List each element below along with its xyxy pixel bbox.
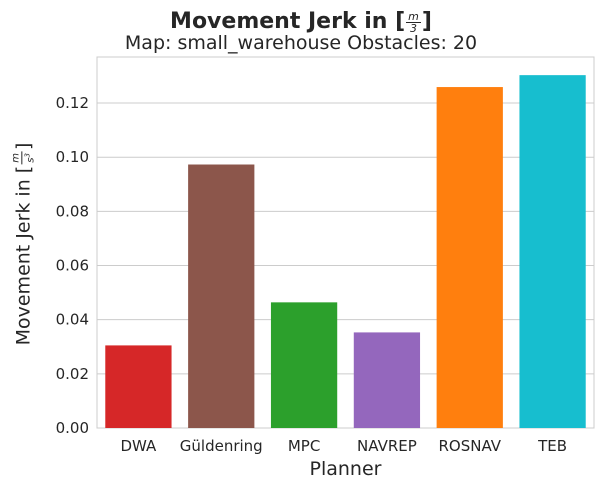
y-tick-label: 0.06 xyxy=(56,257,89,275)
y-axis-label-text: Movement Jerk in [ xyxy=(12,165,35,346)
x-tick-label: MPC xyxy=(288,437,320,455)
y-tick-label: 0.10 xyxy=(56,148,89,166)
title-unit-numerator: m xyxy=(406,9,421,23)
bar-rosnav xyxy=(436,87,503,428)
plot-frame xyxy=(96,56,595,429)
title-unit-denominator: 3 xyxy=(410,21,418,35)
y-axis-label-unit: m s3 xyxy=(10,151,37,165)
chart-subtitle: Map: small_warehouse Obstacles: 20 xyxy=(124,32,478,54)
x-tick-label: TEB xyxy=(537,437,567,455)
chart-title-text: Movement Jerk in [ xyxy=(170,9,406,34)
bar-dwa xyxy=(105,345,172,428)
y-tick-label: 0.08 xyxy=(56,202,89,220)
ylabel-unit-exponent: 3 xyxy=(23,153,32,158)
ylabel-unit-denominator: s3 xyxy=(22,151,36,165)
y-axis-label: Movement Jerk in [m s3] xyxy=(10,142,37,346)
ylabel-unit-denominator-base: s xyxy=(25,157,37,163)
bar-navrep xyxy=(353,332,421,428)
y-tick-label: 0.04 xyxy=(56,311,89,329)
ylabel-unit-close: ] xyxy=(12,142,35,151)
y-tick-label: 0.00 xyxy=(56,419,89,437)
bar-g-ldenring xyxy=(188,164,255,428)
x-tick-label: DWA xyxy=(121,437,158,455)
y-tick-label: 0.12 xyxy=(56,94,89,112)
x-tick-label: ROSNAV xyxy=(438,437,501,455)
bar-teb xyxy=(519,75,586,428)
y-tick-label: 0.02 xyxy=(56,365,89,383)
x-axis-label: Planner xyxy=(309,458,382,480)
chart-title: Movement Jerk in [m 3] xyxy=(0,8,602,36)
ylabel-unit-numerator: m xyxy=(10,151,23,165)
x-tick-label: NAVREP xyxy=(357,437,417,455)
bar-mpc xyxy=(270,302,338,428)
x-tick-label: Güldenring xyxy=(180,437,263,455)
title-unit-close: ] xyxy=(421,9,432,34)
